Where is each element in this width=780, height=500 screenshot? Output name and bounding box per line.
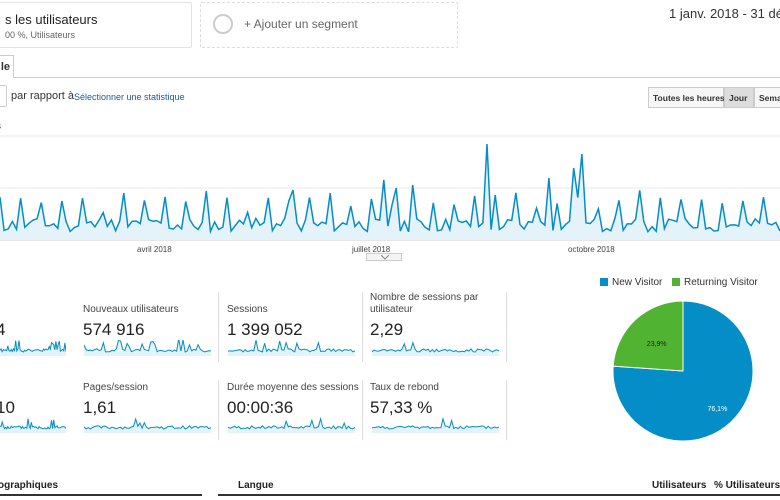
segment-all-users[interactable]: s les utilisateurs 00 %, Utilisateurs — [0, 2, 192, 48]
language-column-header[interactable]: Langue — [238, 480, 274, 491]
day-button[interactable]: Jour — [724, 87, 754, 108]
geo-column-header[interactable]: ographiques — [0, 480, 59, 491]
metric-label: Nombre de sessions par utilisateur — [370, 292, 479, 315]
sparkline-line — [0, 418, 66, 431]
metric-label: Sessions — [227, 304, 268, 315]
pie-slice-returning-visitor — [612, 300, 684, 372]
metric-label: Taux de rebond — [370, 382, 439, 393]
metric-value: 1,61 — [83, 398, 117, 417]
tab-label: le — [0, 61, 10, 73]
metric-value: 4 — [0, 320, 6, 339]
metric-sparkline — [84, 340, 211, 356]
divider — [218, 380, 219, 440]
divider — [506, 292, 507, 362]
x-tick-label: avril 2018 — [137, 245, 172, 254]
metric-value: 10 — [0, 398, 15, 417]
chevron-down-icon — [381, 255, 389, 260]
sparkline-line — [372, 417, 499, 430]
segment-title: s les utilisateurs — [5, 12, 98, 27]
legend-swatch — [672, 278, 680, 286]
sparkline-area — [228, 418, 355, 433]
metric-sparkline — [84, 417, 211, 433]
sparkline-area — [84, 419, 211, 433]
sparkline-area — [0, 418, 66, 433]
metric-label: Pages/session — [83, 382, 149, 393]
table-rule — [218, 494, 780, 496]
sparkline-area — [228, 340, 355, 356]
sparkline-line — [228, 417, 355, 430]
metric-sparkline — [372, 341, 499, 356]
legend-item-new-visitor[interactable]: New Visitor — [600, 277, 662, 288]
divider — [218, 292, 219, 362]
add-segment-label: + Ajouter un segment — [244, 17, 358, 31]
metric-sparkline — [228, 417, 355, 433]
sparkline-line — [0, 340, 66, 353]
chart-metric-label: s — [0, 121, 1, 132]
table-rule — [0, 494, 202, 496]
sparkline-line — [84, 340, 211, 353]
chart-line — [0, 143, 780, 235]
hourly-button[interactable]: Toutes les heures — [648, 87, 725, 108]
sparkline-line — [84, 417, 211, 430]
select-statistic-link[interactable]: Sélectionner une statistique — [74, 92, 185, 102]
legend-swatch — [600, 278, 608, 286]
metric-label: Nouveaux utilisateurs — [83, 304, 179, 315]
vs-label: par rapport à — [11, 90, 74, 102]
visitor-pie-chart: 76,1% 23,9% — [612, 300, 754, 442]
week-button[interactable]: Sema — [754, 87, 780, 108]
legend-item-returning-visitor[interactable]: Returning Visitor — [672, 277, 758, 288]
metric-value: 57,33 % — [370, 398, 433, 417]
segment-subtitle: 00 %, Utilisateurs — [5, 30, 76, 40]
tab-divider — [0, 77, 780, 78]
metric-dropdown[interactable] — [0, 85, 7, 107]
sparkline-line — [372, 341, 499, 353]
tab-overview[interactable]: le — [0, 55, 14, 78]
legend-label: Returning Visitor — [684, 277, 758, 288]
legend-label: New Visitor — [612, 277, 663, 288]
x-tick-label: juillet 2018 — [352, 245, 391, 254]
users-column-header[interactable]: Utilisateurs — [652, 480, 707, 491]
sparkline-area — [372, 418, 499, 433]
metric-sparkline — [0, 418, 66, 433]
metric-value: 1 399 052 — [227, 320, 303, 339]
metric-sparkline — [228, 340, 355, 356]
add-segment-button[interactable]: + Ajouter un segment — [200, 2, 458, 48]
date-range-picker[interactable]: 1 janv. 2018 - 31 déce — [669, 6, 780, 21]
add-circle-icon — [213, 14, 233, 34]
divider — [362, 380, 363, 440]
divider — [362, 292, 363, 362]
metric-value: 2,29 — [370, 320, 404, 339]
users-percent-column-header[interactable]: % Utilisateurs — [714, 480, 780, 491]
pie-value-label: 76,1% — [707, 406, 727, 413]
pie-value-label: 23,9% — [647, 341, 667, 348]
metric-value: 574 916 — [83, 320, 145, 339]
sparkline-line — [228, 340, 355, 353]
divider — [506, 380, 507, 440]
metric-sparkline — [372, 417, 499, 433]
metric-value: 00:00:36 — [227, 398, 294, 417]
metric-sparkline — [0, 340, 66, 356]
chart-resize-handle[interactable] — [366, 253, 402, 261]
metric-label: Durée moyenne des sessions — [227, 382, 359, 393]
x-tick-label: octobre 2018 — [568, 245, 615, 254]
main-line-chart — [0, 135, 780, 241]
